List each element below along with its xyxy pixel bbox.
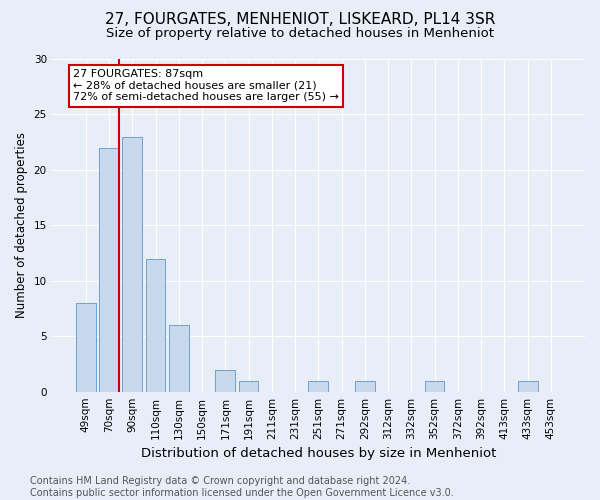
Bar [169, 325, 188, 392]
Bar [76, 303, 95, 392]
Text: Size of property relative to detached houses in Menheniot: Size of property relative to detached ho… [106, 28, 494, 40]
Bar [215, 370, 235, 392]
Bar [122, 136, 142, 392]
Bar [425, 380, 445, 392]
Text: 27 FOURGATES: 87sqm
← 28% of detached houses are smaller (21)
72% of semi-detach: 27 FOURGATES: 87sqm ← 28% of detached ho… [73, 69, 339, 102]
Text: Contains HM Land Registry data © Crown copyright and database right 2024.
Contai: Contains HM Land Registry data © Crown c… [30, 476, 454, 498]
Y-axis label: Number of detached properties: Number of detached properties [15, 132, 28, 318]
X-axis label: Distribution of detached houses by size in Menheniot: Distribution of detached houses by size … [140, 447, 496, 460]
Bar [308, 380, 328, 392]
Bar [239, 380, 259, 392]
Bar [355, 380, 375, 392]
Bar [146, 258, 166, 392]
Text: 27, FOURGATES, MENHENIOT, LISKEARD, PL14 3SR: 27, FOURGATES, MENHENIOT, LISKEARD, PL14… [105, 12, 495, 28]
Bar [518, 380, 538, 392]
Bar [99, 148, 119, 392]
